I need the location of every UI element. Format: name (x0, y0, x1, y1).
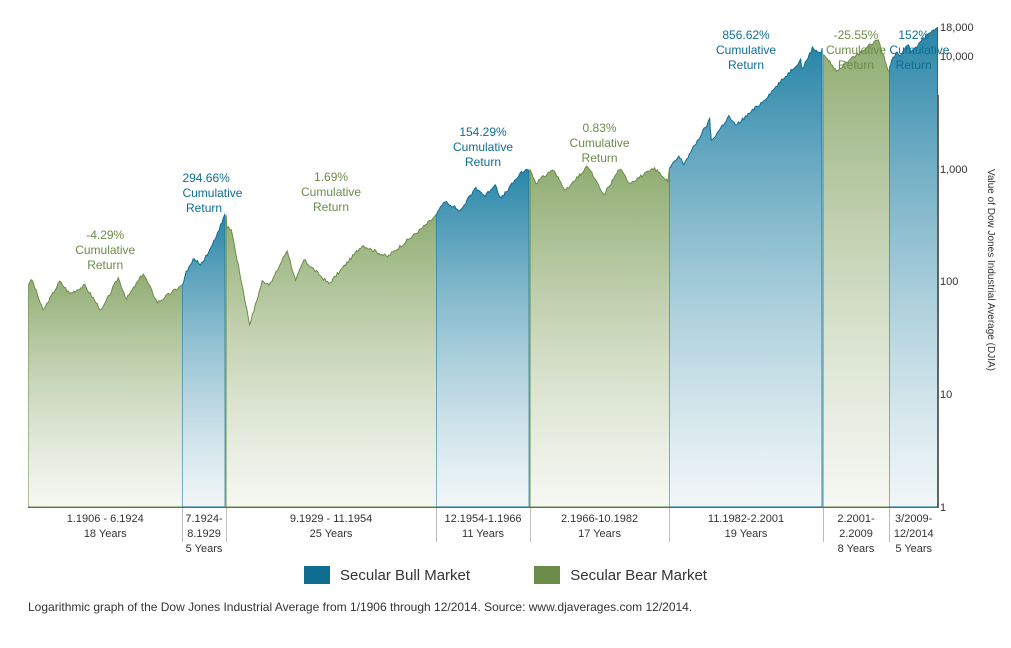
segment-bull: 856.62%CumulativeReturn (669, 28, 822, 507)
x-range: 3/2009- 12/2014 (889, 512, 938, 542)
segment-bear: -25.55%CumulativeReturn (823, 28, 890, 507)
segment-return-label: 294.66%CumulativeReturn (182, 171, 225, 216)
return-pct: -25.55% (823, 28, 890, 43)
return-text2: Return (889, 58, 938, 73)
x-axis-label: 9.1929 - 11.195425 Years (226, 512, 437, 542)
return-text2: Return (226, 200, 437, 215)
y-axis: 18,00010,0001,000100101 (940, 28, 990, 508)
chart-plot-area: -4.29%CumulativeReturn294.66%CumulativeR… (28, 28, 938, 508)
x-axis-label: 12.1954-1.196611 Years (436, 512, 529, 542)
return-text: Cumulative (889, 43, 938, 58)
return-text: Cumulative (182, 186, 225, 201)
return-text2: Return (669, 58, 822, 73)
segment-return-label: 152%CumulativeReturn (889, 28, 938, 73)
y-tick: 10 (940, 389, 952, 401)
return-text: Cumulative (28, 243, 182, 258)
legend: Secular Bull Market Secular Bear Market (0, 566, 1011, 588)
x-divider (889, 508, 890, 542)
x-range: 2.1966-10.1982 (530, 512, 670, 527)
segment-bear: 1.69%CumulativeReturn (226, 28, 437, 507)
return-text2: Return (436, 155, 529, 170)
return-text2: Return (28, 258, 182, 273)
segment-return-label: 154.29%CumulativeReturn (436, 125, 529, 170)
segment-return-label: 0.83%CumulativeReturn (530, 121, 670, 166)
x-range: 9.1929 - 11.1954 (226, 512, 437, 527)
x-divider (226, 508, 227, 542)
x-duration: 5 Years (182, 542, 225, 557)
x-axis-label: 7.1924- 8.19295 Years (182, 512, 225, 557)
x-duration: 8 Years (823, 542, 890, 557)
x-divider (669, 508, 670, 542)
segment-bull: 294.66%CumulativeReturn (182, 28, 225, 507)
x-range: 1.1906 - 6.1924 (28, 512, 182, 527)
y-tick: 1 (940, 502, 946, 514)
return-pct: 154.29% (436, 125, 529, 140)
return-pct: 856.62% (669, 28, 822, 43)
return-text: Cumulative (530, 136, 670, 151)
x-duration: 5 Years (889, 542, 938, 557)
x-range: 7.1924- 8.1929 (182, 512, 225, 542)
return-pct: 0.83% (530, 121, 670, 136)
return-text: Cumulative (226, 185, 437, 200)
x-axis-label: 2.1966-10.198217 Years (530, 512, 670, 542)
segment-bear: 0.83%CumulativeReturn (530, 28, 670, 507)
x-duration: 25 Years (226, 527, 437, 542)
return-pct: 294.66% (182, 171, 225, 186)
return-pct: 1.69% (226, 170, 437, 185)
legend-item-bear: Secular Bear Market (534, 566, 707, 584)
x-range: 2.2001- 2.2009 (823, 512, 890, 542)
return-text2: Return (182, 201, 225, 216)
legend-swatch-bear (534, 566, 560, 584)
x-duration: 18 Years (28, 527, 182, 542)
x-range: 12.1954-1.1966 (436, 512, 529, 527)
legend-item-bull: Secular Bull Market (304, 566, 470, 584)
return-text: Cumulative (669, 43, 822, 58)
return-text2: Return (530, 151, 670, 166)
x-divider (530, 508, 531, 542)
segment-bull: 152%CumulativeReturn (889, 28, 938, 507)
x-divider (823, 508, 824, 542)
y-tick: 1,000 (940, 164, 968, 176)
return-pct: 152% (889, 28, 938, 43)
segment-bull: 154.29%CumulativeReturn (436, 28, 529, 507)
x-divider (182, 508, 183, 542)
y-tick: 10,000 (940, 51, 974, 63)
caption-text: Logarithmic graph of the Dow Jones Indus… (28, 600, 692, 614)
legend-swatch-bull (304, 566, 330, 584)
y-axis-label: Value of Dow Jones Industrial Average (D… (985, 169, 996, 371)
return-text2: Return (823, 58, 890, 73)
x-range: 11.1982-2.2001 (669, 512, 822, 527)
segment-bear: -4.29%CumulativeReturn (28, 28, 182, 507)
segment-return-label: 1.69%CumulativeReturn (226, 170, 437, 215)
segment-return-label: -25.55%CumulativeReturn (823, 28, 890, 73)
x-duration: 19 Years (669, 527, 822, 542)
x-duration: 17 Years (530, 527, 670, 542)
x-axis-label: 1.1906 - 6.192418 Years (28, 512, 182, 542)
return-text: Cumulative (823, 43, 890, 58)
return-text: Cumulative (436, 140, 529, 155)
y-tick: 18,000 (940, 22, 974, 34)
legend-label-bull: Secular Bull Market (340, 567, 470, 584)
x-duration: 11 Years (436, 527, 529, 542)
y-axis-line (938, 95, 939, 508)
return-pct: -4.29% (28, 228, 182, 243)
y-tick: 100 (940, 276, 958, 288)
legend-label-bear: Secular Bear Market (570, 567, 707, 584)
segment-return-label: -4.29%CumulativeReturn (28, 228, 182, 273)
x-axis-label: 3/2009- 12/20145 Years (889, 512, 938, 557)
x-divider (436, 508, 437, 542)
segment-return-label: 856.62%CumulativeReturn (669, 28, 822, 73)
x-axis-label: 11.1982-2.200119 Years (669, 512, 822, 542)
x-axis-label: 2.2001- 2.20098 Years (823, 512, 890, 557)
x-axis: 1.1906 - 6.192418 Years7.1924- 8.19295 Y… (28, 512, 938, 552)
